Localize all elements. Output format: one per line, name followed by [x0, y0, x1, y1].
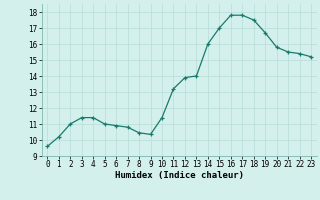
X-axis label: Humidex (Indice chaleur): Humidex (Indice chaleur)	[115, 171, 244, 180]
